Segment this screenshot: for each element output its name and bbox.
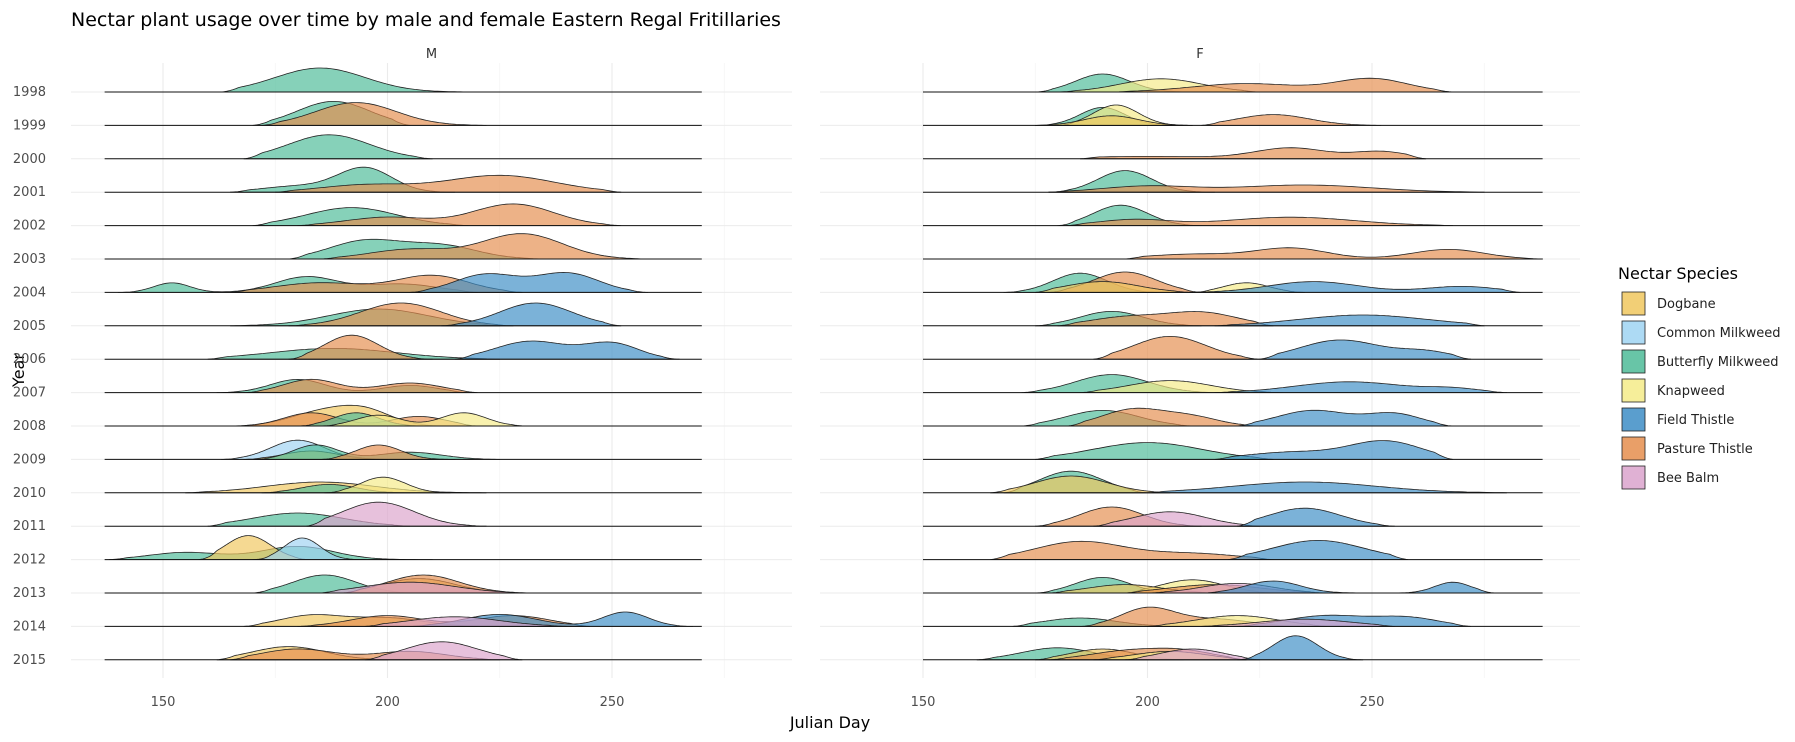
x-tick-label: 150 [911, 695, 936, 710]
ridge-m-2011-bee-balm [306, 501, 487, 527]
ridge-m-1999-pasture-thistle [261, 102, 487, 126]
y-tick-label: 1998 [13, 85, 46, 100]
x-tick-label: 250 [1360, 695, 1385, 710]
x-tick-label: 150 [151, 695, 176, 710]
chart-title: Nectar plant usage over time by male and… [71, 9, 781, 31]
ridge-m-2013-bee-balm [319, 581, 532, 594]
ridge-f-2015-bee-balm [1124, 648, 1261, 661]
ridge-f-2012-field-thistle [1227, 540, 1409, 560]
ridge-f-1998-pasture-thistle [1111, 77, 1454, 93]
panel-f: F 150 200 250 [820, 47, 1580, 710]
ridge-f-2008-pasture-thistle [1066, 407, 1261, 427]
x-axis-label: Julian Day [789, 713, 870, 732]
ridge-m-2000-butterfly-milkweed [243, 134, 433, 160]
ridge-m-2009-pasture-thistle [319, 444, 456, 460]
panel-label-f: F [1196, 47, 1203, 62]
ridge-m-2010-knapweed [324, 476, 451, 494]
ridge-f-2000-pasture-thistle [1079, 147, 1427, 160]
legend-swatch-field-thistle [1621, 407, 1646, 432]
y-tick-label: 2002 [13, 219, 46, 234]
legend-swatch-pasture-thistle [1621, 436, 1646, 461]
ridge-f-2007-field-thistle [1214, 381, 1508, 393]
ridge-f-2006-field-thistle [1259, 339, 1472, 360]
panel-m: M 150 200 250 [71, 47, 792, 710]
legend-swatch-butterfly-milkweed [1621, 349, 1646, 374]
y-tick-label: 2013 [13, 586, 46, 601]
legend-swatch-knapweed [1621, 378, 1646, 403]
ridge-f-2011-bee-balm [1093, 511, 1261, 527]
legend-label-dogbane: Dogbane [1657, 297, 1716, 312]
ridge-m-2006-field-thistle [454, 340, 680, 360]
ridge-f-2009-butterfly-milkweed [1034, 442, 1274, 460]
ridge-f-2010-field-thistle [1147, 481, 1508, 494]
ridge-f-2002-pasture-thistle [1066, 216, 1454, 226]
ridge-m-2001-pasture-thistle [274, 174, 622, 193]
y-tick-label: 2004 [13, 285, 46, 300]
ridge-m-2007-pasture-thistle [243, 378, 478, 393]
y-tick-label: 2008 [13, 419, 46, 434]
ridge-m-2006-pasture-thistle [288, 334, 433, 360]
y-tick-label: 1999 [13, 118, 46, 133]
ridge-f-2006-pasture-thistle [1093, 336, 1261, 360]
ridge-m-2015-bee-balm [364, 641, 523, 661]
legend-label-bee-balm: Bee Balm [1657, 471, 1719, 486]
legend-label-pasture-thistle: Pasture Thistle [1657, 442, 1753, 457]
ridge-f-2014-bee-balm [1201, 618, 1395, 627]
y-tick-label: 2015 [13, 653, 46, 668]
ridge-m-2012-common-milkweed [252, 537, 366, 560]
legend-label-common-milkweed: Common Milkweed [1657, 326, 1781, 341]
legend-swatch-bee-balm [1621, 465, 1646, 490]
y-tick-label: 2011 [13, 519, 46, 534]
legend-swatch-common-milkweed [1621, 320, 1646, 345]
y-tick-label: 2006 [13, 352, 46, 367]
legend-label-field-thistle: Field Thistle [1657, 413, 1734, 428]
ridge-f-2003-pasture-thistle [1124, 247, 1543, 260]
ridge-m-1998-butterfly-milkweed [221, 67, 478, 93]
ridge-f-2005-field-thistle [1214, 314, 1485, 327]
ridge-f-2004-field-thistle [1192, 281, 1521, 293]
x-tick-label: 200 [1135, 695, 1160, 710]
ridge-f-2010-dogbane [990, 475, 1171, 494]
y-tick-label: 2007 [13, 386, 46, 401]
ridge-m-2005-field-thistle [441, 302, 622, 327]
legend-title: Nectar Species [1618, 264, 1738, 283]
x-tick-label: 200 [375, 695, 400, 710]
ridge-f-2001-pasture-thistle [1048, 184, 1485, 193]
ridge-m-2004-field-thistle [409, 272, 649, 293]
ridge-f-1999-pasture-thistle [1201, 114, 1382, 126]
ridge-f-2009-field-thistle [1214, 440, 1454, 460]
panels-layer: M 150 200 250 F 150 200 250 1998 1999 2000 2001 2002… [13, 47, 1580, 710]
legend-swatch-dogbane [1621, 291, 1646, 316]
x-tick-label: 250 [600, 695, 625, 710]
panel-label-m: M [426, 47, 437, 62]
ridge-m-2002-pasture-thistle [297, 203, 622, 226]
ridge-f-2004-dogbane [1034, 281, 1193, 293]
y-tick-label: 2005 [13, 319, 46, 334]
ridge-f-2011-field-thistle [1236, 507, 1395, 527]
y-axis-label: Year [9, 353, 28, 388]
y-tick-label: 2014 [13, 619, 46, 634]
y-tick-label: 2012 [13, 553, 46, 568]
y-tick-label: 2001 [13, 185, 46, 200]
ridge-f-2012-pasture-thistle [990, 540, 1274, 560]
ridge-f-2013-field-thistle [1201, 580, 1499, 594]
y-tick-label: 2010 [13, 486, 46, 501]
legend: Nectar Species Dogbane Common Milkweed But… [1618, 264, 1781, 490]
ridge-m-2003-pasture-thistle [319, 233, 649, 260]
ridge-m-2014-bee-balm [364, 616, 568, 627]
y-tick-label: 2000 [13, 152, 46, 167]
ridge-m-2008-knapweed [319, 412, 532, 427]
ridge-f-2015-field-thistle [1236, 635, 1364, 661]
ridge-f-2008-field-thistle [1236, 409, 1454, 427]
y-tick-label: 2009 [13, 452, 46, 467]
y-tick-label: 2003 [13, 252, 46, 267]
ridge-f-1999-dogbane [1034, 115, 1193, 126]
legend-label-knapweed: Knapweed [1657, 384, 1725, 399]
ridge-f-2005-pasture-thistle [1057, 311, 1274, 327]
legend-label-butterfly-milkweed: Butterfly Milkweed [1657, 355, 1779, 370]
